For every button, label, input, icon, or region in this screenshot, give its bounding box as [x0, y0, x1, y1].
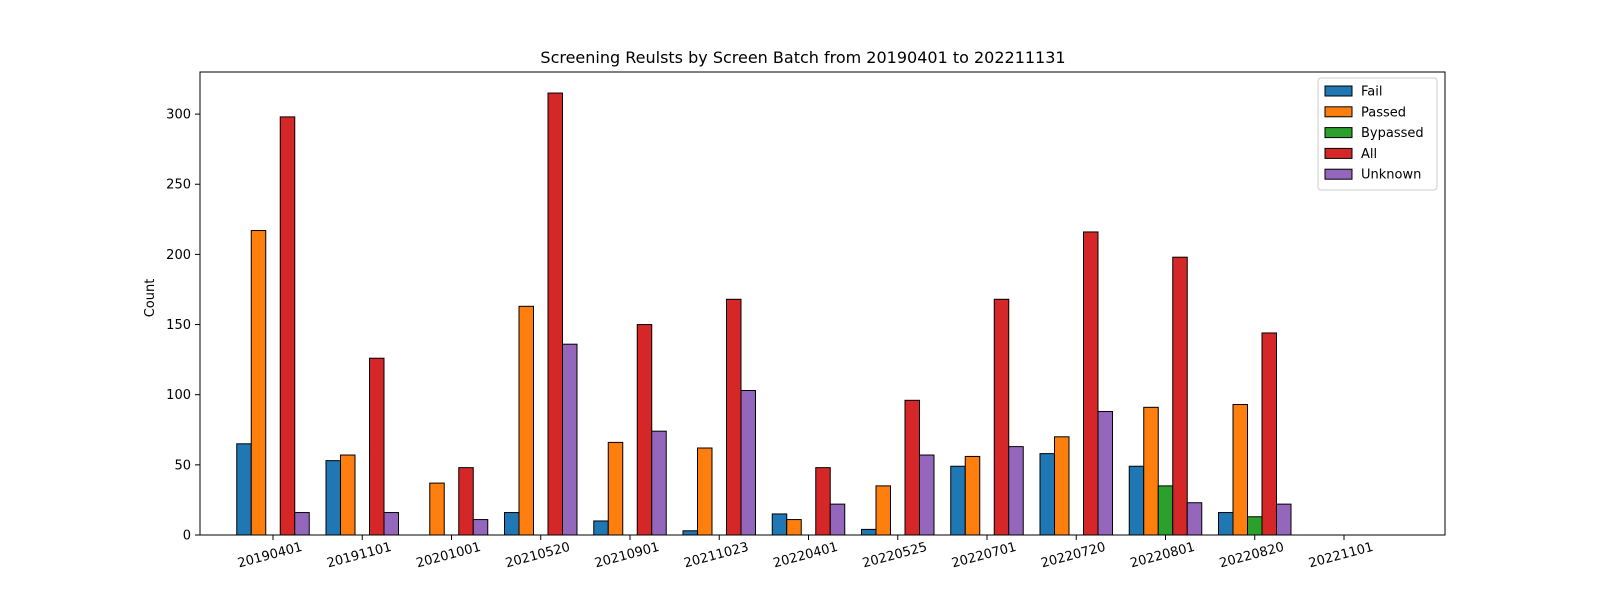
bar-passed-20220720: [1054, 436, 1070, 536]
bar-all-20210520: [547, 92, 563, 536]
bar-unknown-20220801: [1186, 502, 1203, 536]
bar-fail-20220820: [1218, 512, 1234, 536]
bar-all-20220820: [1261, 332, 1277, 536]
y-tick-label: 250: [166, 178, 191, 193]
bar-unknown-20201001: [472, 519, 489, 536]
x-tick-label: 20210901: [593, 540, 661, 572]
bar-passed-20211023: [697, 447, 713, 536]
bar-passed-20201001: [429, 482, 445, 536]
y-tick-label: 50: [174, 458, 191, 473]
x-axis: 20190401 20191101 20201001 20210520 20210901…: [236, 535, 1375, 571]
x-tick-label: 20221101: [1307, 540, 1375, 572]
legend-label-bypassed: Bypassed: [1361, 126, 1424, 141]
bar-fail-20190401: [236, 443, 252, 536]
x-tick-label: 20220525: [861, 540, 929, 572]
x-tick-label: 20190401: [236, 540, 304, 572]
bar-fail-20220401: [771, 513, 788, 536]
bar-unknown-20210901: [651, 430, 667, 536]
bar-fail-20191101: [325, 460, 341, 536]
bar-fail-20220701: [950, 465, 966, 536]
bar-all-20220525: [904, 399, 920, 536]
legend-label-all: All: [1361, 147, 1377, 162]
x-tick-label: 20220701: [950, 540, 1018, 572]
bar-unknown-20220401: [829, 503, 846, 536]
bar-unknown-20220720: [1097, 411, 1113, 536]
bar-passed-20210520: [518, 305, 534, 536]
y-axis: 0 50 100 150 200 250 300: [166, 108, 200, 544]
y-tick-label: 150: [166, 318, 191, 333]
bar-unknown-20220701: [1008, 446, 1024, 536]
legend-swatch-all: [1324, 147, 1353, 159]
bar-unknown-20210520: [562, 343, 578, 536]
legend-swatch-fail: [1324, 85, 1353, 97]
bar-fail-20210901: [593, 520, 609, 536]
plot-frame: [199, 71, 1446, 536]
bar-passed-20191101: [340, 454, 356, 536]
bar-bypassed-20220820: [1247, 516, 1263, 536]
x-tick-label: 20211023: [682, 540, 750, 572]
legend-frame: [1317, 77, 1438, 191]
bar-fail-20210520: [504, 512, 520, 536]
bar-all-20211023: [726, 298, 742, 536]
bar-unknown-20220525: [919, 454, 935, 536]
legend-swatch-bypassed: [1324, 127, 1353, 139]
x-tick-label: 20191101: [325, 540, 393, 572]
bar-fail-20220801: [1128, 465, 1145, 536]
x-tick-label: 20220720: [1039, 540, 1107, 572]
legend-label-passed: Passed: [1361, 105, 1406, 120]
legend-swatch-unknown: [1324, 168, 1353, 180]
bar-passed-20220525: [875, 485, 891, 536]
bar-fail-20211023: [682, 530, 698, 536]
legend-label-fail: Fail: [1361, 85, 1382, 100]
bar-passed-20220701: [964, 455, 981, 536]
bar-all-20201001: [458, 467, 474, 536]
chart-title: Screening Reulsts by Screen Batch from 2…: [540, 48, 1065, 67]
legend-swatch-passed: [1324, 106, 1353, 118]
bar-passed-20210901: [607, 441, 624, 536]
y-tick-label: 100: [166, 388, 191, 403]
bar-all-20210901: [636, 324, 653, 536]
bar-all-20220401: [815, 467, 831, 536]
x-tick-label: 20220401: [772, 540, 840, 572]
bar-all-20191101: [369, 357, 385, 536]
x-tick-label: 20210520: [504, 540, 572, 572]
bar-unknown-20211023: [740, 389, 756, 536]
bar-all-20220701: [993, 298, 1010, 536]
bars-layer: [236, 92, 1292, 536]
bar-all-20220720: [1083, 231, 1099, 536]
y-tick-label: 300: [166, 108, 191, 123]
x-tick-label: 20201001: [415, 540, 483, 572]
bar-passed-20190401: [250, 230, 267, 536]
bar-unknown-20190401: [294, 512, 310, 536]
bar-all-20220801: [1172, 256, 1188, 536]
bar-fail-20220525: [861, 528, 877, 536]
bar-passed-20220801: [1143, 406, 1159, 536]
bar-bypassed-20220801: [1157, 485, 1174, 536]
y-tick-label: 0: [183, 529, 191, 544]
bar-unknown-20220820: [1276, 503, 1292, 536]
x-tick-label: 20220801: [1129, 540, 1197, 572]
bar-fail-20220720: [1039, 453, 1055, 536]
legend-label-unknown: Unknown: [1361, 168, 1421, 183]
legend: Fail Passed Bypassed All Unknown: [1317, 77, 1438, 191]
bar-all-20190401: [279, 116, 296, 536]
bar-unknown-20191101: [383, 512, 399, 536]
y-axis-label: Count: [143, 279, 158, 318]
bar-passed-20220401: [786, 519, 802, 536]
bar-passed-20220820: [1232, 404, 1248, 536]
y-tick-label: 200: [166, 248, 191, 263]
x-tick-label: 20220820: [1218, 540, 1286, 572]
